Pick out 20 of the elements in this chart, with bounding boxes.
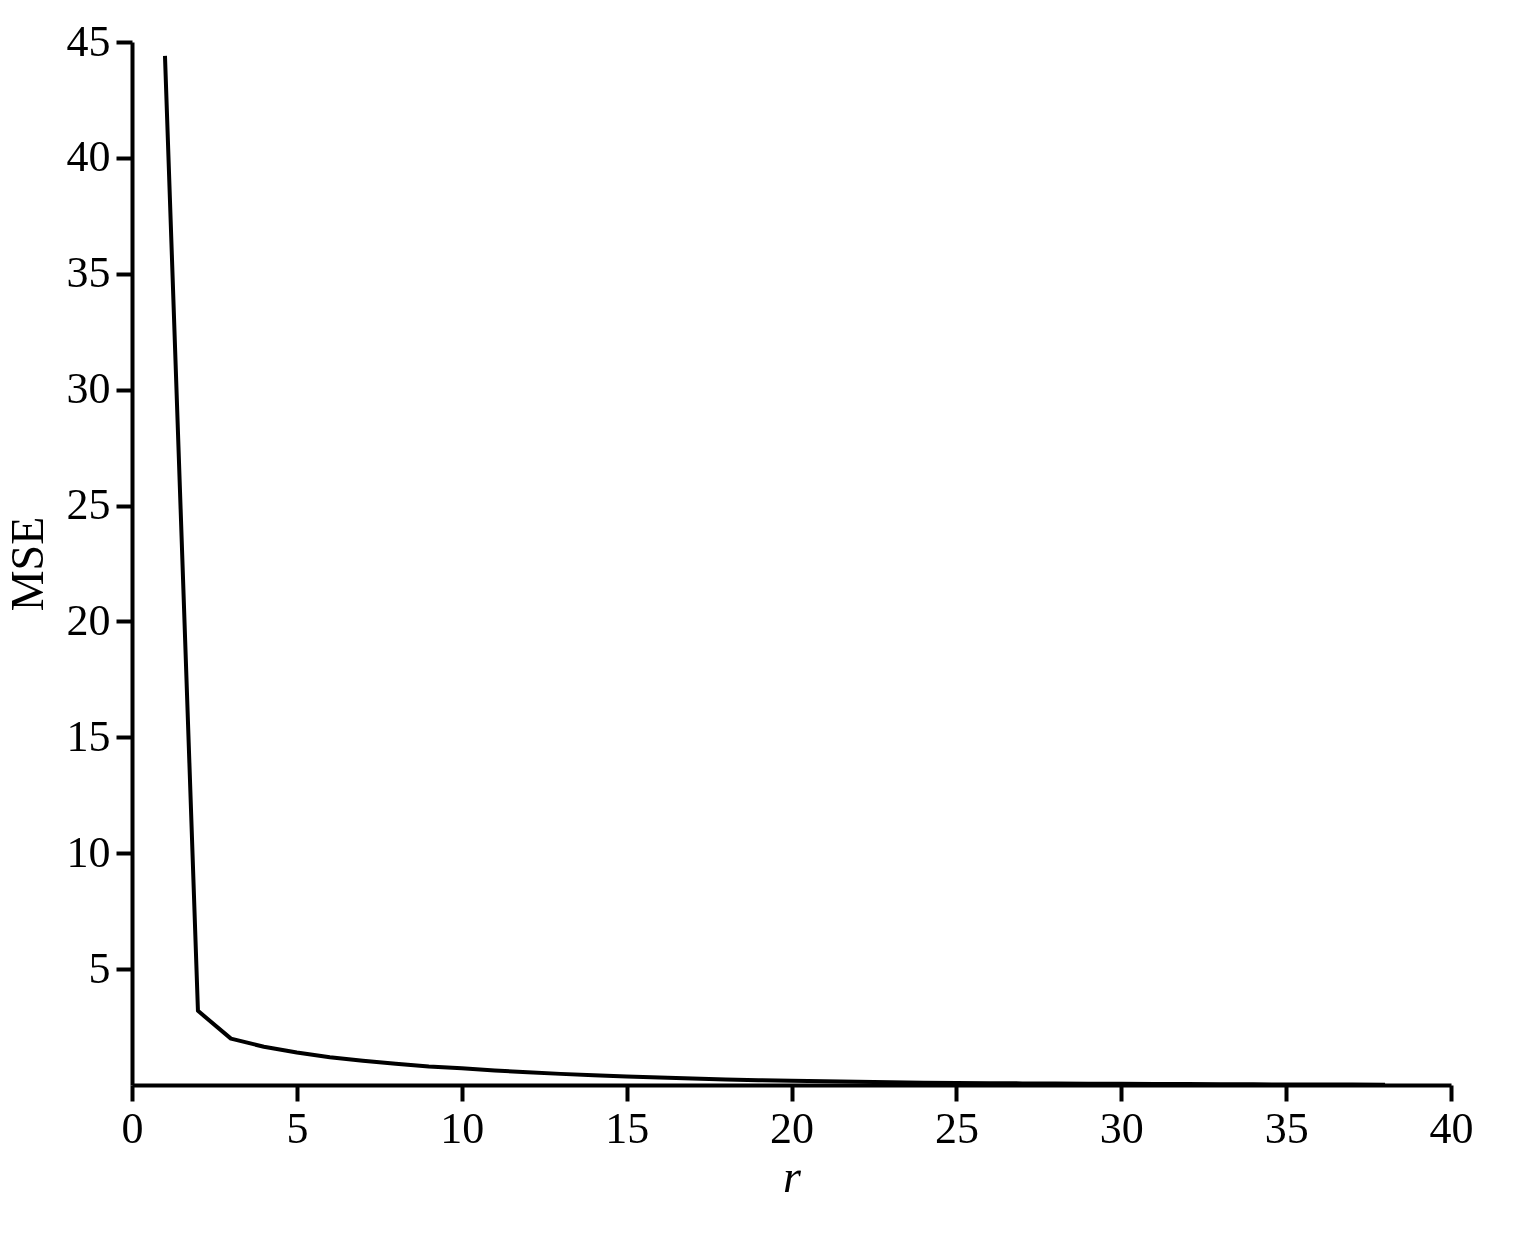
x-tick-label: 0 bbox=[121, 1103, 144, 1153]
x-tick-label: 20 bbox=[770, 1103, 814, 1153]
y-tick-label: 35 bbox=[66, 248, 111, 298]
y-axis-title: MSE bbox=[1, 516, 53, 612]
y-tick-label: 15 bbox=[66, 711, 111, 761]
y-tick-label: 25 bbox=[66, 480, 111, 530]
x-tick-label: 30 bbox=[1099, 1103, 1144, 1153]
y-tick-label: 5 bbox=[88, 943, 111, 993]
x-tick-label: 15 bbox=[605, 1103, 650, 1153]
y-tick-label: 10 bbox=[66, 827, 111, 877]
x-tick-label: 5 bbox=[286, 1103, 309, 1153]
x-tick-label: 40 bbox=[1429, 1103, 1474, 1153]
y-tick-label: 20 bbox=[66, 595, 111, 645]
y-tick-label: 45 bbox=[66, 16, 111, 66]
y-tick-label: 40 bbox=[66, 132, 111, 182]
x-axis-title: r bbox=[783, 1150, 803, 1202]
x-tick-label: 25 bbox=[934, 1103, 979, 1153]
x-tick-label: 35 bbox=[1264, 1103, 1309, 1153]
x-tick-label: 10 bbox=[440, 1103, 485, 1153]
y-tick-label: 30 bbox=[66, 364, 111, 414]
